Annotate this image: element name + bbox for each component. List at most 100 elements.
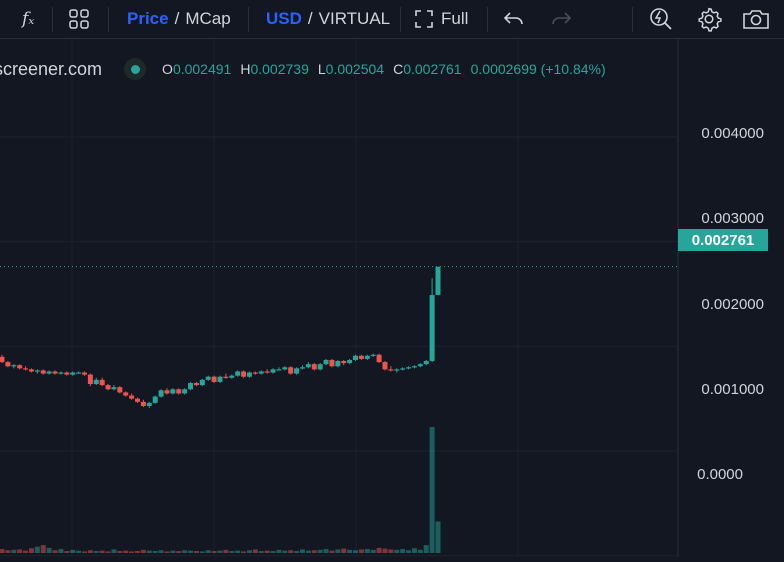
candle[interactable] bbox=[282, 366, 288, 371]
candle[interactable] bbox=[241, 370, 247, 378]
candle[interactable] bbox=[170, 388, 176, 395]
candle[interactable] bbox=[34, 369, 40, 374]
candle[interactable] bbox=[323, 358, 329, 366]
candle[interactable] bbox=[388, 366, 394, 372]
candle[interactable] bbox=[435, 266, 441, 295]
candle[interactable] bbox=[235, 370, 241, 377]
candle[interactable] bbox=[305, 362, 311, 369]
volume-bar bbox=[435, 521, 441, 553]
candle[interactable] bbox=[317, 363, 323, 371]
candle[interactable] bbox=[129, 393, 135, 400]
virtual-option[interactable]: VIRTUAL bbox=[318, 9, 391, 28]
volume-bar bbox=[370, 549, 376, 553]
candle[interactable] bbox=[217, 375, 223, 383]
candle[interactable] bbox=[258, 370, 264, 375]
candle[interactable] bbox=[246, 371, 252, 378]
candle[interactable] bbox=[358, 354, 364, 360]
candle[interactable] bbox=[294, 367, 300, 375]
candle[interactable] bbox=[335, 359, 341, 368]
undo-button[interactable] bbox=[503, 0, 525, 38]
candle[interactable] bbox=[164, 388, 170, 395]
close-value: C0.002761 bbox=[393, 61, 462, 77]
candle[interactable] bbox=[140, 399, 146, 408]
candle[interactable] bbox=[58, 371, 64, 375]
quick-search-button[interactable] bbox=[648, 0, 674, 38]
candle[interactable] bbox=[17, 364, 23, 370]
volume-bar bbox=[87, 550, 93, 553]
candle[interactable] bbox=[76, 371, 82, 374]
candle[interactable] bbox=[199, 378, 205, 387]
candle[interactable] bbox=[370, 353, 376, 357]
candle[interactable] bbox=[135, 397, 141, 403]
candle[interactable] bbox=[347, 358, 353, 365]
candle[interactable] bbox=[299, 365, 305, 370]
candle[interactable] bbox=[223, 373, 229, 379]
volume-bar bbox=[305, 550, 311, 553]
candle[interactable] bbox=[429, 278, 435, 363]
price-mcap-toggle[interactable]: Price / MCap bbox=[127, 0, 231, 38]
candle[interactable] bbox=[329, 358, 335, 368]
toolbar-divider bbox=[108, 7, 109, 32]
chart-area[interactable] bbox=[0, 39, 784, 557]
candle[interactable] bbox=[264, 369, 270, 374]
volume-bar bbox=[70, 549, 76, 553]
candle[interactable] bbox=[105, 384, 111, 391]
candle[interactable] bbox=[382, 361, 388, 371]
currency-toggle[interactable]: USD / VIRTUAL bbox=[266, 0, 390, 38]
candle[interactable] bbox=[111, 385, 117, 391]
volume-bar bbox=[81, 551, 87, 553]
candle[interactable] bbox=[5, 361, 11, 368]
candle[interactable] bbox=[411, 365, 417, 369]
candle[interactable] bbox=[364, 354, 370, 360]
indicators-button[interactable]: fₓ bbox=[22, 9, 35, 29]
candle[interactable] bbox=[270, 368, 276, 374]
candle[interactable] bbox=[376, 353, 382, 364]
candle[interactable] bbox=[417, 363, 423, 368]
fullscreen-button[interactable]: Full bbox=[414, 0, 468, 38]
settings-button[interactable] bbox=[696, 0, 722, 38]
candle[interactable] bbox=[123, 391, 129, 397]
candle[interactable] bbox=[70, 371, 76, 376]
price-option[interactable]: Price bbox=[127, 9, 169, 28]
redo-button[interactable] bbox=[550, 0, 572, 38]
layout-grid-button[interactable] bbox=[68, 0, 90, 38]
status-indicator[interactable] bbox=[124, 58, 147, 80]
candle[interactable] bbox=[11, 364, 17, 369]
candle[interactable] bbox=[0, 354, 5, 364]
candle[interactable] bbox=[252, 371, 258, 375]
candle[interactable] bbox=[146, 401, 152, 409]
candle[interactable] bbox=[46, 370, 52, 375]
candle[interactable] bbox=[28, 368, 34, 373]
candle[interactable] bbox=[81, 371, 87, 376]
candle[interactable] bbox=[158, 389, 164, 398]
candle[interactable] bbox=[406, 366, 412, 370]
candle[interactable] bbox=[288, 366, 294, 375]
candle[interactable] bbox=[64, 371, 70, 376]
candle[interactable] bbox=[211, 375, 217, 383]
candle[interactable] bbox=[193, 381, 199, 387]
candle[interactable] bbox=[117, 386, 123, 394]
candle[interactable] bbox=[311, 363, 317, 371]
candle[interactable] bbox=[400, 367, 406, 371]
candle[interactable] bbox=[423, 359, 429, 366]
mcap-option[interactable]: MCap bbox=[185, 9, 231, 28]
candle[interactable] bbox=[276, 367, 282, 371]
candle[interactable] bbox=[40, 369, 46, 375]
candlestick-chart[interactable] bbox=[0, 39, 784, 557]
candle[interactable] bbox=[87, 373, 93, 387]
candle[interactable] bbox=[229, 374, 235, 379]
usd-option[interactable]: USD bbox=[266, 9, 302, 28]
candle[interactable] bbox=[182, 388, 188, 395]
candle[interactable] bbox=[152, 395, 158, 404]
candle[interactable] bbox=[205, 375, 211, 381]
candle[interactable] bbox=[23, 366, 29, 371]
candle[interactable] bbox=[52, 370, 58, 375]
candle[interactable] bbox=[93, 377, 99, 386]
candle[interactable] bbox=[99, 377, 105, 387]
screenshot-button[interactable] bbox=[742, 0, 770, 38]
candle[interactable] bbox=[341, 359, 347, 366]
candle[interactable] bbox=[353, 354, 359, 362]
candle[interactable] bbox=[176, 388, 182, 395]
candle[interactable] bbox=[188, 381, 194, 391]
candle[interactable] bbox=[394, 368, 400, 373]
